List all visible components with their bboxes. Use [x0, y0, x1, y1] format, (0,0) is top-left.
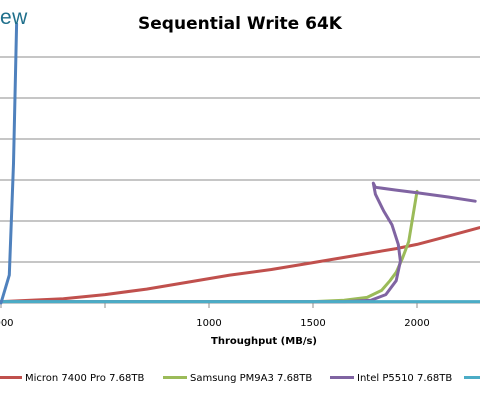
legend-label-intel: Intel P5510 7.68TB [357, 373, 453, 384]
legend: Micron 7400 Pro 7.68TB Samsung PM9A3 7.6… [0, 373, 480, 387]
x-axis-label: Throughput (MB/s) [211, 336, 317, 347]
legend-item-micron: Micron 7400 Pro 7.68TB [0, 373, 144, 385]
series-group [0, 22, 480, 305]
x-tick-label-3: 2000 [404, 318, 429, 329]
legend-label-micron: Micron 7400 Pro 7.68TB [25, 373, 145, 384]
legend-item-cyan [464, 373, 480, 384]
series-line-2 [0, 181, 477, 304]
brand-logo-text: ew [0, 6, 28, 29]
series-line-0 [0, 225, 480, 304]
gridlines [0, 56, 480, 304]
x-tick-label-1: 1000 [196, 318, 221, 329]
legend-swatch-intel [330, 376, 354, 379]
legend-swatch-samsung [163, 376, 187, 379]
axes [0, 302, 480, 308]
chart-title: Sequential Write 64K [138, 14, 342, 34]
legend-swatch-cyan [464, 375, 480, 379]
x-tick-label-0: 000 [0, 318, 14, 329]
legend-item-intel: Intel P5510 7.68TB [330, 373, 452, 385]
series-line-1 [0, 189, 419, 304]
x-tick-label-2: 1500 [300, 318, 325, 329]
series-line-4 [0, 22, 19, 305]
x-tick-labels: 0001000150020002500 [0, 318, 430, 329]
legend-swatch-micron [0, 376, 22, 379]
legend-item-samsung: Samsung PM9A3 7.68TB [163, 373, 312, 385]
legend-label-samsung: Samsung PM9A3 7.68TB [190, 373, 313, 384]
